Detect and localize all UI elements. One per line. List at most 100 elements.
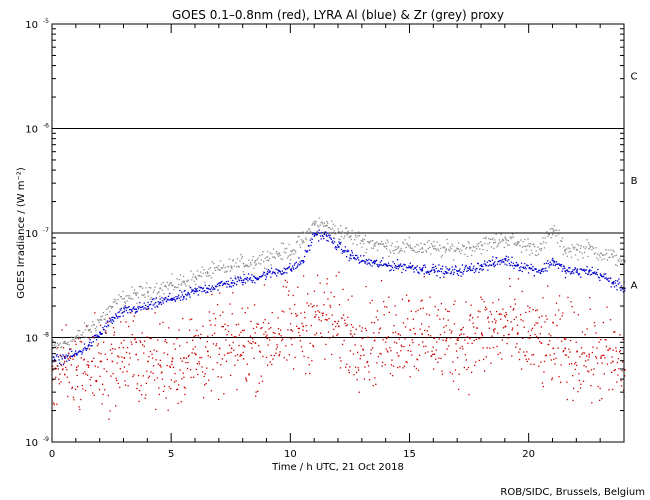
- series-2-point: [230, 351, 232, 353]
- series-0-point: [576, 243, 578, 245]
- series-2-point: [365, 285, 367, 288]
- series-2-point: [334, 320, 336, 323]
- series-1-point: [360, 255, 362, 257]
- series-0-point: [105, 314, 107, 316]
- series-2-point: [361, 327, 363, 329]
- series-0-datum: [326, 224, 328, 227]
- series-1-point: [426, 272, 428, 274]
- series-1-point: [573, 272, 575, 274]
- series-2-point: [324, 318, 326, 321]
- series-1-point: [454, 265, 457, 267]
- series-2-point: [422, 307, 424, 309]
- series-2-point: [242, 351, 244, 354]
- series-1-point: [415, 269, 418, 271]
- series-1-point: [106, 320, 108, 322]
- series-1-datum: [63, 357, 66, 359]
- series-1-point: [144, 304, 147, 306]
- series-0-point: [124, 302, 127, 304]
- series-2-datum: [290, 329, 292, 331]
- series-2-point: [172, 366, 174, 369]
- series-2-point: [359, 325, 361, 327]
- series-0-point: [512, 236, 514, 238]
- series-1-point: [568, 267, 570, 269]
- series-0-point: [363, 243, 365, 245]
- series-1-point: [575, 268, 577, 270]
- series-0-point: [598, 254, 600, 256]
- series-1-point: [519, 267, 521, 269]
- series-2-point: [245, 377, 247, 379]
- series-2-point: [565, 354, 567, 356]
- series-2-datum: [159, 364, 161, 367]
- series-2-point: [283, 357, 285, 359]
- series-2-point: [572, 375, 574, 377]
- series-1-point: [358, 259, 360, 261]
- series-0-point: [191, 276, 194, 278]
- series-1-point: [372, 262, 374, 264]
- series-2-point: [458, 373, 460, 375]
- series-2-point: [86, 364, 88, 366]
- series-2-point: [294, 303, 296, 306]
- series-1-point: [519, 269, 521, 271]
- series-0-point: [383, 245, 385, 247]
- series-2-point: [525, 311, 527, 314]
- series-2-point: [522, 320, 524, 322]
- series-2-point: [89, 348, 91, 350]
- series-2-point: [308, 364, 310, 366]
- series-1-point: [450, 272, 452, 275]
- series-1-point: [119, 316, 121, 318]
- series-2-point: [597, 386, 599, 388]
- series-1-datum: [624, 287, 626, 290]
- series-0-point: [60, 346, 62, 349]
- series-1-point: [197, 290, 199, 292]
- series-1-point: [478, 268, 481, 270]
- series-2-point: [389, 372, 392, 375]
- series-2-point: [581, 353, 583, 355]
- series-0-point: [311, 224, 313, 226]
- series-1-point: [315, 233, 317, 235]
- series-0-point: [144, 296, 146, 298]
- series-0-point: [489, 241, 491, 244]
- series-2-point: [139, 340, 141, 342]
- series-2-point: [244, 312, 246, 314]
- series-1-point: [157, 306, 159, 308]
- series-0-point: [103, 318, 105, 320]
- series-0-point: [463, 245, 465, 247]
- series-1-point: [370, 259, 372, 261]
- series-1-point: [336, 247, 338, 249]
- series-2-point: [176, 388, 179, 390]
- series-1-point: [380, 263, 382, 266]
- series-2-point: [496, 310, 498, 313]
- series-1-point: [583, 270, 586, 272]
- series-0-point: [83, 322, 86, 324]
- series-0-point: [56, 348, 58, 350]
- series-2-point: [159, 323, 161, 325]
- series-1-point: [535, 268, 537, 270]
- series-0-point: [277, 253, 279, 255]
- series-2-point: [521, 290, 523, 293]
- series-1-point: [313, 235, 315, 237]
- series-2-point: [65, 324, 67, 326]
- series-0-point: [196, 278, 198, 280]
- series-2-point: [249, 335, 252, 337]
- series-0-point: [298, 235, 300, 238]
- series-2-point: [217, 376, 219, 378]
- series-1-point: [544, 270, 546, 272]
- series-2-point: [226, 352, 229, 354]
- series-2-point: [456, 339, 458, 341]
- series-0-point: [132, 298, 134, 300]
- series-1-point: [67, 355, 69, 357]
- series-2-point: [390, 364, 393, 366]
- series-0-point: [157, 291, 159, 294]
- series-0-point: [374, 245, 376, 247]
- series-1-datum: [373, 262, 376, 265]
- series-2-point: [71, 386, 74, 388]
- series-0-point: [116, 303, 118, 305]
- series-2-point: [335, 325, 337, 328]
- series-0-datum: [373, 243, 376, 245]
- series-1-point: [175, 296, 177, 298]
- series-2-point: [622, 338, 624, 340]
- series-2-point: [331, 314, 333, 316]
- series-0-point: [146, 292, 149, 294]
- series-1-datum: [147, 306, 149, 308]
- series-2-point: [326, 278, 329, 280]
